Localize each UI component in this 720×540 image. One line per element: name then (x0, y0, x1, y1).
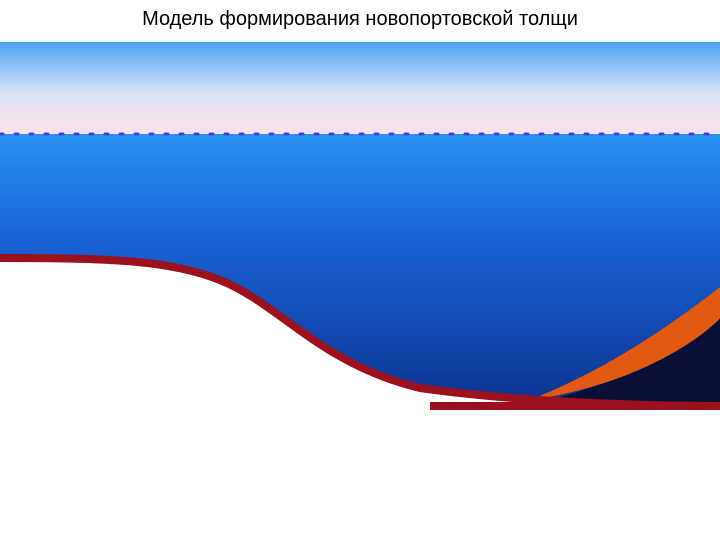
cross-section-diagram (0, 42, 720, 422)
sky-layer (0, 42, 720, 134)
cross-section-svg (0, 42, 720, 422)
diagram-title: Модель формирования новопортовской толщи (0, 8, 720, 31)
